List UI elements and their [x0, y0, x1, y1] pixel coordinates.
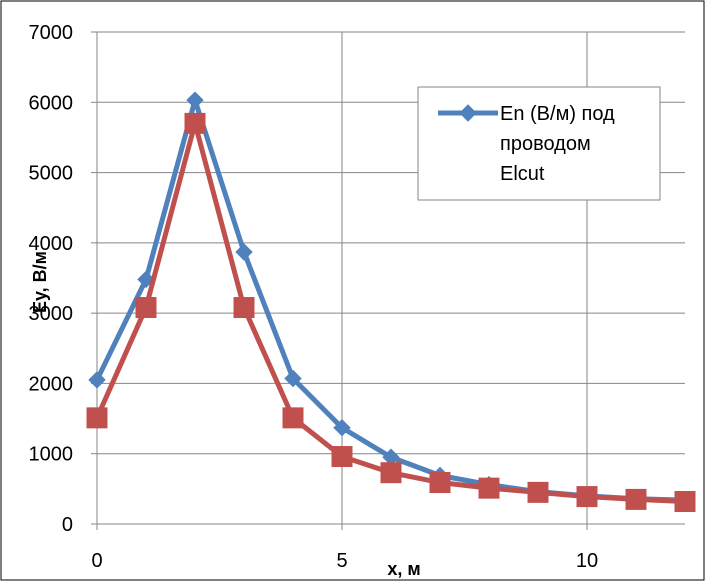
data-point-square	[527, 481, 549, 503]
x-axis-title: x, м	[387, 559, 420, 579]
axes	[91, 31, 685, 530]
data-point-diamond	[284, 369, 302, 388]
y-tick-label: 5000	[29, 163, 74, 185]
series-2	[86, 112, 696, 513]
y-tick-label: 0	[62, 514, 73, 536]
legend: En (В/м) под проводом Elcut	[417, 86, 661, 201]
y-tick-label: 4000	[29, 233, 74, 255]
data-point-square	[576, 486, 598, 508]
legend-label-line: En (В/м) под	[500, 103, 615, 125]
x-tick-label: 0	[91, 550, 102, 572]
tick-labels: 0 1000 2000 3000 4000 5000 6000 7000 0 5 10	[29, 22, 599, 572]
y-axis-title: Ey, В/м	[30, 251, 50, 313]
data-point-diamond	[88, 371, 106, 389]
y-tick-label: 1000	[29, 444, 74, 466]
legend-marker	[459, 104, 477, 122]
data-point-square	[184, 112, 206, 134]
data-point-square	[674, 491, 696, 513]
y-tick-label: 7000	[29, 22, 74, 44]
data-point-square	[233, 297, 255, 319]
x-tick-label: 5	[336, 550, 347, 572]
data-point-square	[625, 488, 647, 510]
legend-label-line: проводом	[500, 133, 591, 155]
data-point-square	[135, 297, 157, 319]
data-point-square	[282, 407, 304, 429]
y-tick-label: 6000	[29, 92, 74, 114]
data-point-square	[478, 477, 500, 499]
data-point-diamond	[235, 243, 253, 261]
legend-box	[417, 86, 661, 201]
data-point-square	[86, 407, 108, 429]
series-group	[86, 91, 696, 513]
legend-label-line: Elcut	[500, 163, 545, 185]
y-tick-label: 2000	[29, 373, 74, 395]
y-tick-label: 3000	[29, 303, 74, 325]
data-point-diamond	[333, 419, 351, 437]
data-point-diamond	[186, 91, 204, 109]
x-tick-label: 10	[576, 550, 598, 572]
data-point-square	[429, 472, 451, 494]
data-point-square	[380, 462, 402, 484]
data-point-square	[331, 446, 353, 468]
